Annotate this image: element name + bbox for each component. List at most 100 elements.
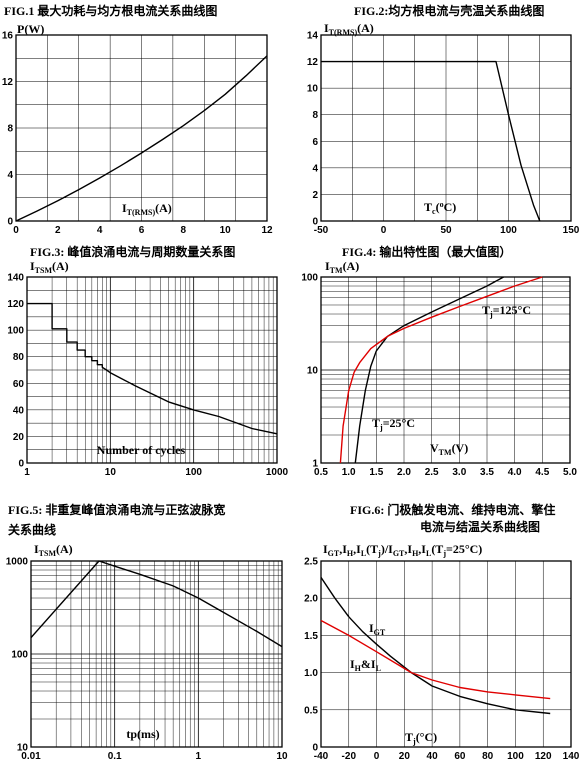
fig2-ytick-label: 6: [312, 137, 318, 148]
fig6-xlabel: Tj(°C): [405, 730, 437, 746]
fig4-xtick-label: 1.5: [369, 467, 383, 478]
fig4-plot-frame: [320, 276, 571, 464]
fig3-ylabel: ITSM(A): [30, 259, 69, 275]
fig6-xtick-label: 100: [507, 751, 524, 762]
fig2-ytick-label: 4: [312, 163, 318, 174]
fig6-ytick-label: 0: [312, 743, 318, 754]
fig3-ytick-label: 80: [13, 352, 25, 363]
fig2-ytick-label: 12: [307, 57, 319, 68]
fig2-ytick-label: 10: [307, 84, 319, 95]
fig5-xtick-label: 10: [276, 751, 288, 762]
fig5-ytick-label: 1000: [6, 557, 29, 568]
fig2-xtick-label: 100: [500, 225, 517, 236]
fig4-xtick-label: 1.0: [342, 467, 356, 478]
fig5-ylabel: ITSM(A): [34, 542, 73, 558]
fig4-xtick-label: 2.5: [425, 467, 439, 478]
fig1-plot-frame: [15, 34, 268, 222]
fig6-series-line-1: [320, 619, 551, 700]
fig5-xtick-label: 0.01: [21, 751, 41, 762]
fig2-ytick-label: 14: [307, 31, 319, 42]
fig6-series-label-ihil: IH&IL: [350, 657, 381, 673]
fig6-caption-line1: FIG.6: 门极触发电流、维持电流、擎住: [350, 503, 556, 517]
fig4-series-line-1: [339, 276, 543, 464]
fig4-series-label-125: Tj=125°C: [482, 303, 531, 319]
fig3-ytick-label: 20: [13, 432, 25, 443]
fig4-xtick-label: 4.0: [508, 467, 522, 478]
fig1-ytick-label: 8: [7, 124, 13, 135]
fig5-xtick-label: 1: [196, 751, 202, 762]
fig3-ytick-label: 120: [7, 299, 24, 310]
fig1-xlabel: IT(RMS)(A): [122, 201, 172, 217]
fig1-xtick-label: 2: [55, 225, 61, 236]
fig4-xtick-label: 0.5: [314, 467, 328, 478]
fig3-plot-frame: [26, 276, 278, 464]
fig2-xtick-label: 150: [563, 225, 580, 236]
fig6-xtick-label: 40: [427, 751, 439, 762]
fig4-xlabel: VTM(V): [430, 441, 468, 457]
fig5-plot-frame: [30, 560, 283, 748]
fig6-xtick-label: 140: [563, 751, 580, 762]
fig1-ytick-label: 16: [2, 31, 14, 42]
fig1-xtick-label: 4: [97, 225, 103, 236]
fig6-series-label-igt: IGT: [369, 621, 386, 637]
fig5-xlabel: tp(ms): [126, 727, 159, 741]
fig1-xtick-label: 6: [139, 225, 145, 236]
fig4-ytick-label: 1: [312, 459, 318, 470]
fig6-ylabel: IGT,IH,IL(Tj)/IGT,IH,IL(Tj=25°C): [323, 542, 482, 558]
fig6-ytick-label: 1.5: [304, 631, 318, 642]
fig3-ytick-label: 40: [13, 405, 25, 416]
fig1-caption: FIG.1 最大功耗与均方根电流关系曲线图: [4, 4, 218, 18]
fig5-caption-line1: FIG.5: 非重复峰值浪涌电流与正弦波脉宽: [8, 503, 226, 517]
fig3-series-line: [27, 302, 278, 435]
fig6-xtick-label: 120: [535, 751, 552, 762]
fig6-xtick-label: 60: [454, 751, 466, 762]
fig6-ytick-label: 1.0: [304, 668, 318, 679]
fig2-xtick-label: 0: [381, 225, 387, 236]
fig6-ytick-label: 2.5: [304, 557, 318, 568]
fig5-ytick-label: 100: [11, 650, 28, 661]
fig4-ylabel: ITM(A): [325, 259, 359, 275]
fig3-ytick-label: 100: [7, 326, 24, 337]
fig2-xtick-label: 50: [440, 225, 452, 236]
fig4-xtick-label: 4.5: [535, 467, 549, 478]
fig6-plot-frame: [320, 560, 572, 748]
fig1-xtick-label: 10: [220, 225, 232, 236]
fig3-ytick-label: 140: [7, 273, 24, 284]
fig1-ylabel: P(W): [17, 22, 44, 36]
fig4-xtick-label: 2.0: [397, 467, 411, 478]
fig2-ytick-label: 8: [312, 110, 318, 121]
fig3-xtick-label: 1000: [266, 467, 289, 478]
fig1-ytick-label: 0: [7, 217, 13, 228]
fig6-ytick-label: 0.5: [304, 705, 318, 716]
fig6-caption-line2: 电流与结温关系曲线图: [420, 520, 541, 534]
fig5-ytick-label: 10: [17, 743, 29, 754]
fig3-xtick-label: 10: [105, 467, 117, 478]
fig4-caption: FIG.4: 输出特性图（最大值图）: [342, 245, 512, 259]
fig2-ytick-label: 2: [312, 190, 318, 201]
fig1-xtick-label: 12: [261, 225, 273, 236]
fig5-caption-line2: 关系曲线: [8, 523, 57, 537]
fig4-series-label-25: Tj=25°C: [372, 416, 415, 432]
fig3-xtick-label: 1: [24, 467, 30, 478]
fig1-series-line: [15, 55, 268, 222]
fig3-xtick-label: 100: [185, 467, 202, 478]
fig6-xtick-label: 20: [399, 751, 411, 762]
fig6-xtick-label: 80: [482, 751, 494, 762]
fig3-caption: FIG.3: 峰值浪涌电流与周期数量关系图: [30, 245, 236, 259]
fig5-series-line: [30, 560, 283, 648]
fig1-xtick-label: 8: [181, 225, 187, 236]
fig6-xtick-label: -20: [342, 751, 357, 762]
fig5-xtick-label: 0.1: [108, 751, 122, 762]
fig4-xtick-label: 3.5: [480, 467, 494, 478]
fig2-plot-frame: [320, 34, 572, 222]
fig3-ytick-label: 60: [13, 379, 25, 390]
fig2-series-line: [321, 60, 541, 222]
fig6-ytick-label: 2.0: [304, 594, 318, 605]
fig2-ytick-label: 0: [312, 217, 318, 228]
fig6-xtick-label: -40: [314, 751, 329, 762]
fig4-xtick-label: 5.0: [563, 467, 577, 478]
fig2-caption: FIG.2:均方根电流与壳温关系曲线图: [354, 4, 545, 18]
fig2-xtick-label: -50: [314, 225, 329, 236]
fig2-ylabel: IT(RMS)(A): [324, 21, 374, 37]
